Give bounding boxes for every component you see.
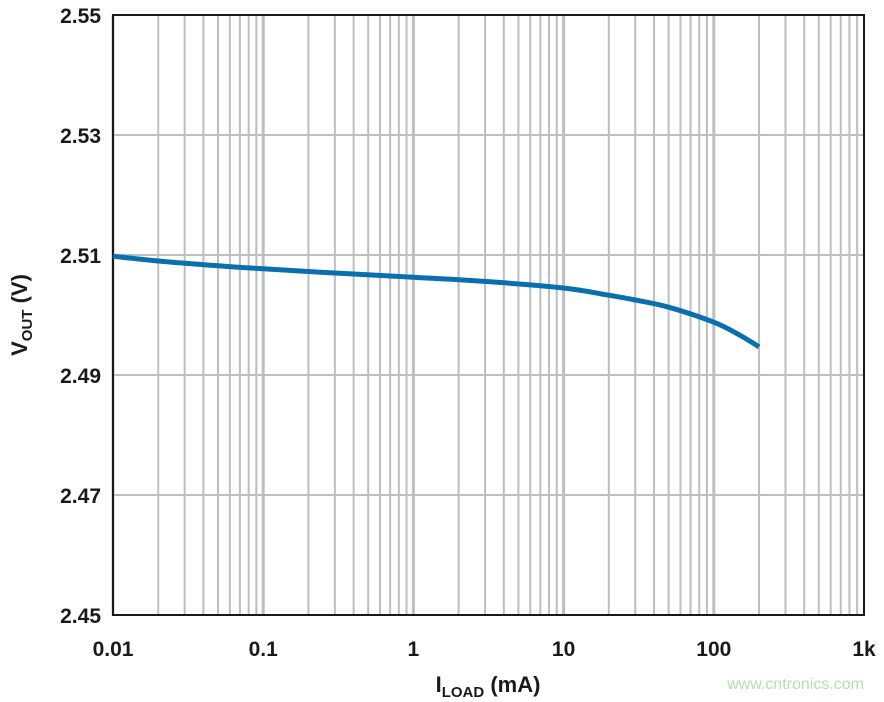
x-tick-label: 0.01: [93, 638, 134, 661]
x-tick-label: 10: [552, 638, 575, 661]
y-tick-label: 2.53: [60, 125, 101, 148]
y-tick-label: 2.45: [60, 605, 101, 628]
y-tick-label: 2.47: [60, 485, 101, 508]
series-line: [112, 253, 761, 349]
x-tick-label: 100: [696, 638, 731, 661]
x-tick-labels: 0.01 0.1 1 10 100 1k: [93, 638, 876, 661]
plot-frame: [112, 14, 865, 616]
y-tick-label: 2.51: [60, 245, 101, 268]
x-tick-label: 0.1: [249, 638, 279, 661]
x-tick-label: 1: [408, 638, 420, 661]
grid: [111, 14, 864, 616]
y-tick-label: 2.55: [60, 5, 101, 28]
y-axis-label: VOUT (V): [7, 274, 36, 356]
x-axis-label: ILOAD (mA): [436, 672, 541, 701]
y-tick-label: 2.49: [60, 365, 101, 388]
watermark: www.cntronics.com: [727, 676, 864, 693]
x-tick-label: 1k: [852, 638, 876, 661]
y-tick-labels: 2.45 2.47 2.49 2.51 2.53 2.55: [60, 5, 101, 628]
